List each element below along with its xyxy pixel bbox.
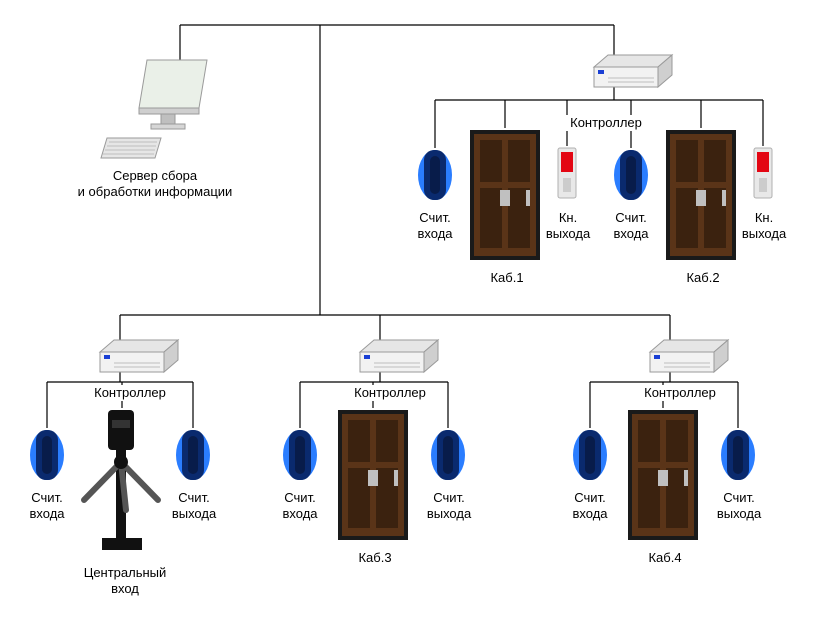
reader-in-label: Счит.входа xyxy=(408,210,462,243)
door-icon xyxy=(628,410,700,542)
reader-icon xyxy=(616,150,650,202)
reader-icon xyxy=(433,430,467,482)
reader-icon xyxy=(285,430,319,482)
reader-in-label: Счит.входа xyxy=(563,490,617,523)
door-icon xyxy=(666,130,738,262)
reader-in-label: Счит.входа xyxy=(273,490,327,523)
kab4-label: Каб.4 xyxy=(638,550,692,566)
controller-label: Контроллер xyxy=(80,385,180,401)
reader-out-label: Счит.выхода xyxy=(711,490,767,523)
exit-button-icon xyxy=(558,148,578,200)
reader-icon xyxy=(420,150,454,202)
exit-btn-label: Кн.выхода xyxy=(540,210,596,243)
controller-label: Контроллер xyxy=(630,385,730,401)
server-icon xyxy=(125,60,235,170)
controller-label: Контроллер xyxy=(340,385,440,401)
door-icon xyxy=(338,410,410,542)
controller-label-top: Контроллер xyxy=(556,115,656,131)
reader-in-label: Счит.входа xyxy=(604,210,658,243)
kab3-label: Каб.3 xyxy=(348,550,402,566)
reader-out-label: Счит.выхода xyxy=(166,490,222,523)
reader-icon xyxy=(723,430,757,482)
controller-icon-top xyxy=(594,55,674,89)
kab1-label: Каб.1 xyxy=(480,270,534,286)
exit-button-icon xyxy=(754,148,774,200)
reader-icon xyxy=(32,430,66,482)
reader-out-label: Счит.выхода xyxy=(421,490,477,523)
controller-icon xyxy=(650,340,730,374)
controller-icon xyxy=(360,340,440,374)
reader-icon xyxy=(178,430,212,482)
turnstile-icon xyxy=(90,410,165,555)
central-label: Центральныйвход xyxy=(70,565,180,598)
controller-icon xyxy=(100,340,180,374)
exit-btn-label: Кн.выхода xyxy=(736,210,792,243)
reader-icon xyxy=(575,430,609,482)
door-icon xyxy=(470,130,542,262)
kab2-label: Каб.2 xyxy=(676,270,730,286)
server-label: Сервер сбораи обработки информации xyxy=(60,168,250,201)
reader-in-label: Счит.входа xyxy=(20,490,74,523)
